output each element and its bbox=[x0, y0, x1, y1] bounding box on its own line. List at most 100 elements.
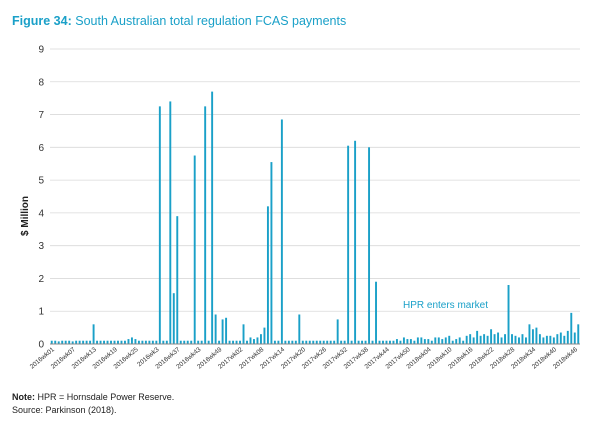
bar bbox=[71, 341, 74, 344]
bar bbox=[430, 340, 433, 344]
bar bbox=[85, 340, 88, 344]
bar bbox=[350, 340, 353, 344]
bar bbox=[469, 334, 472, 344]
bar bbox=[256, 337, 259, 344]
bar bbox=[186, 340, 189, 344]
bar bbox=[427, 339, 430, 344]
bar bbox=[106, 340, 109, 344]
bar bbox=[416, 337, 419, 344]
bar bbox=[64, 340, 67, 344]
bar bbox=[78, 340, 81, 344]
figure-title: Figure 34: South Australian total regula… bbox=[12, 14, 346, 28]
figure-title-text: South Australian total regulation FCAS p… bbox=[75, 14, 347, 28]
bar bbox=[413, 340, 416, 344]
bar bbox=[148, 340, 151, 344]
bar bbox=[124, 340, 126, 344]
bar bbox=[260, 334, 262, 344]
bar bbox=[162, 340, 165, 344]
bar bbox=[531, 329, 534, 344]
gridlines bbox=[50, 48, 580, 312]
bar bbox=[347, 145, 350, 344]
bar bbox=[462, 340, 465, 344]
bar bbox=[486, 335, 489, 344]
bar bbox=[89, 340, 92, 344]
bar bbox=[521, 334, 524, 344]
y-tick-label: 6 bbox=[38, 143, 44, 154]
bar bbox=[99, 340, 102, 344]
bar bbox=[493, 334, 496, 344]
note-label: Note: bbox=[12, 392, 35, 402]
bar bbox=[549, 335, 552, 344]
y-tick-label: 3 bbox=[38, 241, 44, 252]
bar bbox=[246, 340, 248, 344]
bar bbox=[291, 340, 294, 344]
bar bbox=[214, 314, 217, 344]
bar bbox=[312, 340, 315, 344]
bar bbox=[277, 340, 280, 344]
bar bbox=[169, 101, 172, 344]
bar bbox=[183, 340, 186, 344]
y-tick-label: 8 bbox=[38, 77, 44, 88]
bar bbox=[253, 339, 255, 344]
bar bbox=[319, 340, 322, 344]
bar bbox=[200, 340, 203, 344]
bar bbox=[455, 339, 458, 344]
bars bbox=[50, 91, 580, 344]
bar bbox=[280, 119, 283, 344]
bar bbox=[528, 324, 531, 344]
source-line: Source: Parkinson (2018). bbox=[12, 405, 117, 415]
y-tick-label: 5 bbox=[38, 176, 44, 187]
bar bbox=[190, 340, 193, 344]
bar bbox=[406, 339, 409, 344]
bar bbox=[378, 340, 381, 344]
bar bbox=[577, 324, 580, 344]
bar bbox=[354, 140, 357, 344]
y-tick-label: 4 bbox=[38, 208, 44, 219]
note-text: HPR = Hornsdale Power Reserve. bbox=[35, 392, 175, 402]
bar bbox=[218, 340, 221, 344]
bar bbox=[127, 339, 130, 344]
bar bbox=[242, 324, 245, 344]
y-tick-label: 7 bbox=[38, 110, 44, 121]
bar bbox=[340, 340, 343, 344]
bar bbox=[298, 314, 301, 344]
bar bbox=[322, 340, 325, 344]
bar bbox=[371, 340, 374, 344]
bar bbox=[130, 337, 133, 344]
bar bbox=[176, 216, 179, 344]
bar bbox=[504, 334, 506, 344]
bar bbox=[392, 340, 395, 344]
bar bbox=[249, 337, 252, 344]
bar bbox=[409, 339, 412, 344]
bar bbox=[155, 340, 158, 344]
bar bbox=[507, 285, 510, 344]
bar bbox=[420, 337, 423, 344]
bar bbox=[287, 340, 290, 344]
bar bbox=[385, 340, 388, 344]
bar bbox=[357, 340, 360, 344]
bar bbox=[57, 341, 60, 344]
bar bbox=[137, 340, 140, 344]
bar bbox=[437, 337, 440, 344]
bar bbox=[395, 339, 398, 344]
bar bbox=[75, 340, 78, 344]
y-tick-label: 9 bbox=[38, 45, 44, 56]
figure-label: Figure 34: bbox=[12, 14, 72, 28]
bar bbox=[326, 340, 329, 344]
bar bbox=[134, 339, 137, 344]
bar bbox=[542, 337, 545, 344]
bar bbox=[336, 319, 339, 344]
bar bbox=[113, 340, 116, 344]
bar bbox=[483, 334, 486, 344]
x-axis-tick-labels: 2016wk012016wk072016wk132016wk192016wk25… bbox=[29, 346, 580, 371]
bar bbox=[239, 340, 241, 344]
bar bbox=[193, 155, 196, 344]
bar bbox=[538, 334, 541, 344]
bar bbox=[399, 340, 402, 344]
bar bbox=[165, 340, 168, 344]
bar bbox=[197, 340, 200, 344]
note: Note: HPR = Hornsdale Power Reserve. bbox=[12, 392, 174, 402]
bar bbox=[315, 340, 318, 344]
bar bbox=[270, 162, 273, 344]
bar bbox=[103, 340, 106, 344]
